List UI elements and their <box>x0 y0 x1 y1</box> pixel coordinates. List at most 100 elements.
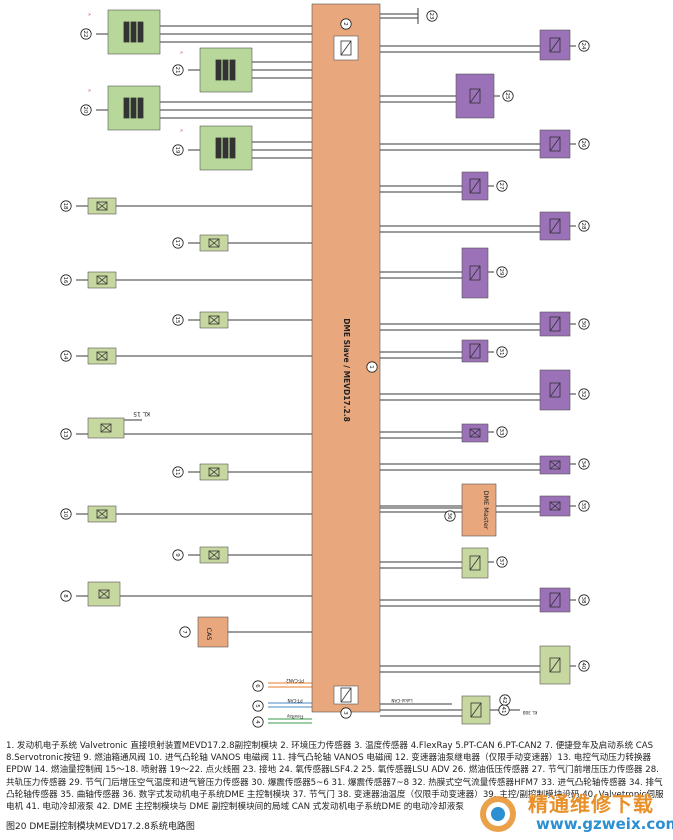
marker-circle <box>340 18 352 30</box>
bus-label-5: PT-CAN <box>287 698 302 703</box>
marker-circle <box>578 660 590 672</box>
sensor-icon <box>469 343 481 359</box>
marker-13: 13 <box>60 428 72 440</box>
kl15-label: KL 15 <box>133 410 150 417</box>
sensor-icon <box>470 702 482 718</box>
sensor-icon <box>469 88 481 104</box>
marker-circle <box>252 716 264 728</box>
marker-number: 42 <box>501 697 507 704</box>
watermark-text: 精通维修下载 <box>528 792 654 816</box>
valve-icon <box>98 589 110 599</box>
marker-circle <box>578 388 590 400</box>
marker-22: 22 <box>80 28 92 40</box>
marker-19: 19 <box>172 144 184 156</box>
marker-layer: DME Slave / MEVD17.2.8 12322»21»20»19»181… <box>60 10 590 728</box>
spark-icon: » <box>180 128 183 134</box>
marker-number: 14 <box>62 353 68 360</box>
marker-circle <box>502 90 514 102</box>
spark-icon: » <box>180 50 183 56</box>
marker-7: 7 <box>179 626 191 638</box>
sensor-icon <box>549 218 561 234</box>
marker-circle <box>426 10 438 22</box>
sensor-icon <box>469 343 481 359</box>
marker-circle <box>496 346 508 358</box>
sensor-icon <box>549 37 561 53</box>
marker-circle <box>60 350 72 362</box>
sensor-icon <box>340 687 352 703</box>
kl30b-label: KL 30B <box>523 710 538 715</box>
sensor-slash-icon <box>469 265 481 281</box>
marker-36: 36 <box>444 510 456 522</box>
marker-circle <box>172 64 184 76</box>
marker-number: 10 <box>62 511 68 518</box>
valve-cross-icon <box>96 509 108 519</box>
marker-number: 17 <box>174 240 180 247</box>
coil-icon <box>215 59 236 81</box>
spark-icon: » <box>88 88 91 94</box>
marker-number: 38 <box>580 597 586 604</box>
sensor-icon <box>549 136 561 152</box>
valve-icon <box>549 501 561 511</box>
valve-icon <box>100 423 112 433</box>
valve-icon <box>208 550 220 560</box>
coil-icon <box>123 21 144 43</box>
figure-caption: 1. 发动机电子系统 Valvetronic 直接喷射装置MEVD17.2.8副… <box>6 741 664 813</box>
sensor-slash-icon <box>340 40 352 56</box>
coil-icon <box>130 21 137 43</box>
valve-icon <box>208 467 220 477</box>
marker-number: 29 <box>498 269 504 276</box>
marker-number: 30 <box>580 321 586 328</box>
valve-icon <box>208 238 220 248</box>
sensor-slash-icon <box>549 218 561 234</box>
marker-circle <box>578 40 590 52</box>
sensor-icon <box>549 37 561 53</box>
marker-circle <box>172 314 184 326</box>
valve-icon <box>208 315 220 325</box>
valve-icon <box>96 509 108 519</box>
marker-23: 23 <box>426 10 438 22</box>
sensor-icon <box>549 592 561 608</box>
marker-42: 42 <box>499 694 511 706</box>
sensor-icon <box>469 178 481 194</box>
marker-35: 35 <box>578 500 590 512</box>
valve-icon <box>549 460 561 470</box>
spark-icon: » <box>88 12 91 18</box>
marker-number: 16 <box>62 277 68 284</box>
sensor-icon <box>340 40 352 56</box>
marker-circle <box>60 274 72 286</box>
marker-circle <box>172 466 184 478</box>
valve-cross-icon <box>96 201 108 211</box>
valve-icon <box>549 460 561 470</box>
sensor-slash-icon <box>549 37 561 53</box>
valve-cross-icon <box>208 467 220 477</box>
marker-26: 26 <box>578 138 590 150</box>
marker-number: 6 <box>254 684 260 688</box>
component-24 <box>539 29 571 61</box>
marker-circle <box>578 458 590 470</box>
marker-5: 5 <box>252 700 264 712</box>
marker-38: 38 <box>578 594 590 606</box>
marker-circle <box>172 237 184 249</box>
marker-34: 34 <box>578 458 590 470</box>
valve-cross-icon <box>208 550 220 560</box>
coil-icon <box>229 137 236 159</box>
watermark-logo-icon <box>480 796 516 832</box>
figure-title: 图20 DME副控制模块MEVD17.2.8系统电路图 <box>6 822 195 832</box>
coil-icon <box>137 97 144 119</box>
marker-number: 13 <box>62 431 68 438</box>
marker-circle <box>496 266 508 278</box>
marker-number: 27 <box>498 183 504 190</box>
marker-1: 1 <box>366 361 378 373</box>
sensor-icon <box>549 657 561 673</box>
marker-number: 5 <box>254 704 260 708</box>
marker-circle <box>172 549 184 561</box>
marker-number: 25 <box>504 93 510 100</box>
sensor-icon <box>549 382 561 398</box>
marker-33: 33 <box>496 426 508 438</box>
sensor-slash-icon <box>469 178 481 194</box>
marker-25: 25 <box>502 90 514 102</box>
marker-17: 17 <box>172 237 184 249</box>
sensor-icon <box>469 88 481 104</box>
valve-cross-icon <box>96 275 108 285</box>
valve-icon <box>208 550 220 560</box>
